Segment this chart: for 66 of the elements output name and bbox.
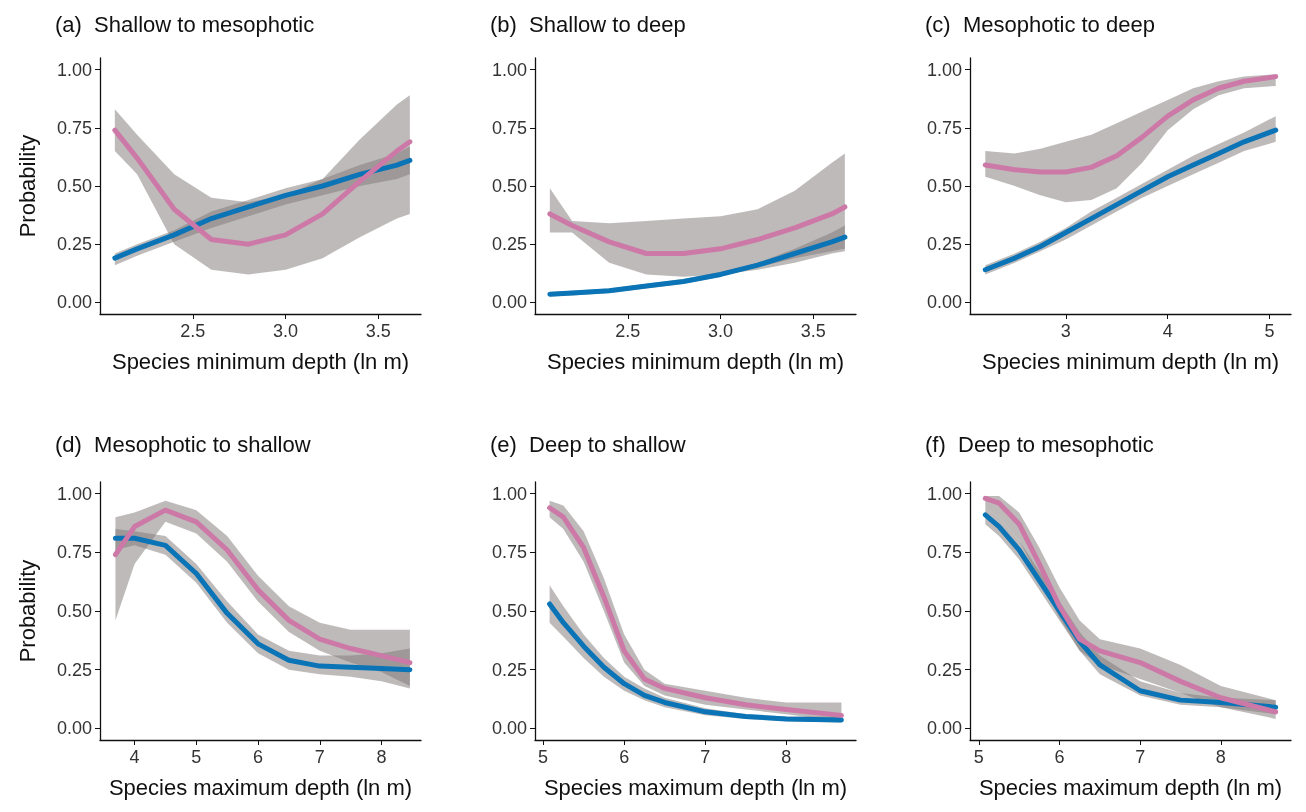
y-tick-label: 0.50 [926,601,962,621]
y-tick-label: 0.50 [926,176,962,196]
y-tick-label: 0.00 [491,292,527,313]
x-tick-label: 8 [376,747,387,767]
x-tick-label: 5 [538,747,549,767]
y-tick-label: 1.00 [491,59,527,80]
x-tick-label: 4 [129,747,140,767]
y-tick-label: 0.00 [926,292,962,313]
x-tick-label: 2.5 [180,321,206,341]
x-tick-label: 7 [314,747,325,767]
x-tick-label: 5 [1264,321,1275,341]
x-tick-label: 7 [700,747,711,767]
y-tick-label: 0.50 [56,176,92,196]
chart-title: (d) Mesophotic to shallow [55,431,311,457]
y-tick-label: 0.25 [491,234,527,255]
y-tick-label: 0.75 [56,117,92,138]
x-axis-title: Species minimum depth (ln m) [111,348,410,374]
y-tick-label: 0.50 [491,176,527,196]
chart-title: (b) Shallow to deep [490,11,686,37]
y-tick-label: 1.00 [56,59,92,80]
x-tick-label: 2.5 [615,321,641,341]
x-tick-label: 8 [1215,747,1226,767]
y-tick-label: 1.00 [56,483,92,504]
y-tick-label: 0.75 [491,117,527,138]
x-tick-label: 6 [253,747,264,767]
y-tick-label: 0.25 [56,659,92,680]
x-tick-label: 3.0 [708,321,734,341]
x-tick-label: 3.5 [800,321,826,341]
x-tick-label: 3.5 [365,321,391,341]
x-axis-title: Species minimum depth (ln m) [546,348,845,374]
y-axis-title: Probability [14,559,40,663]
y-tick-label: 0.00 [56,292,92,313]
chart-title: (e) Deep to shallow [490,431,686,457]
y-tick-label: 0.00 [926,718,962,739]
x-axis-title: Species maximum depth (ln m) [108,774,413,800]
x-axis-title: Species maximum depth (ln m) [543,774,848,800]
x-tick-label: 3.0 [273,321,299,341]
y-tick-label: 0.25 [56,234,92,255]
x-tick-label: 6 [619,747,630,767]
x-tick-label: 5 [191,747,202,767]
y-tick-label: 1.00 [926,483,962,504]
chart-title: (c) Mesophotic to deep [925,11,1155,37]
y-tick-label: 0.25 [926,234,962,255]
x-axis-title: Species minimum depth (ln m) [981,348,1280,374]
y-tick-label: 0.75 [491,542,527,563]
chart-title: (a) Shallow to mesophotic [55,11,315,37]
x-axis-title: Species maximum depth (ln m) [978,774,1283,800]
chart-title: (f) Deep to mesophotic [925,431,1154,457]
y-tick-label: 0.25 [926,659,962,680]
x-tick-label: 5 [973,747,984,767]
x-tick-label: 4 [1162,321,1173,341]
y-axis-title: Probability [14,134,40,238]
y-tick-label: 0.00 [491,718,527,739]
x-tick-label: 6 [1054,747,1065,767]
y-tick-label: 0.00 [56,718,92,739]
y-tick-label: 0.50 [491,601,527,621]
y-tick-label: 1.00 [926,59,962,80]
x-tick-label: 7 [1135,747,1146,767]
y-tick-label: 0.25 [491,659,527,680]
y-tick-label: 0.75 [56,542,92,563]
y-tick-label: 0.50 [56,601,92,621]
y-tick-label: 1.00 [491,483,527,504]
y-tick-label: 0.75 [926,542,962,563]
y-tick-label: 0.75 [926,117,962,138]
x-tick-label: 3 [1060,321,1071,341]
x-tick-label: 8 [781,747,792,767]
